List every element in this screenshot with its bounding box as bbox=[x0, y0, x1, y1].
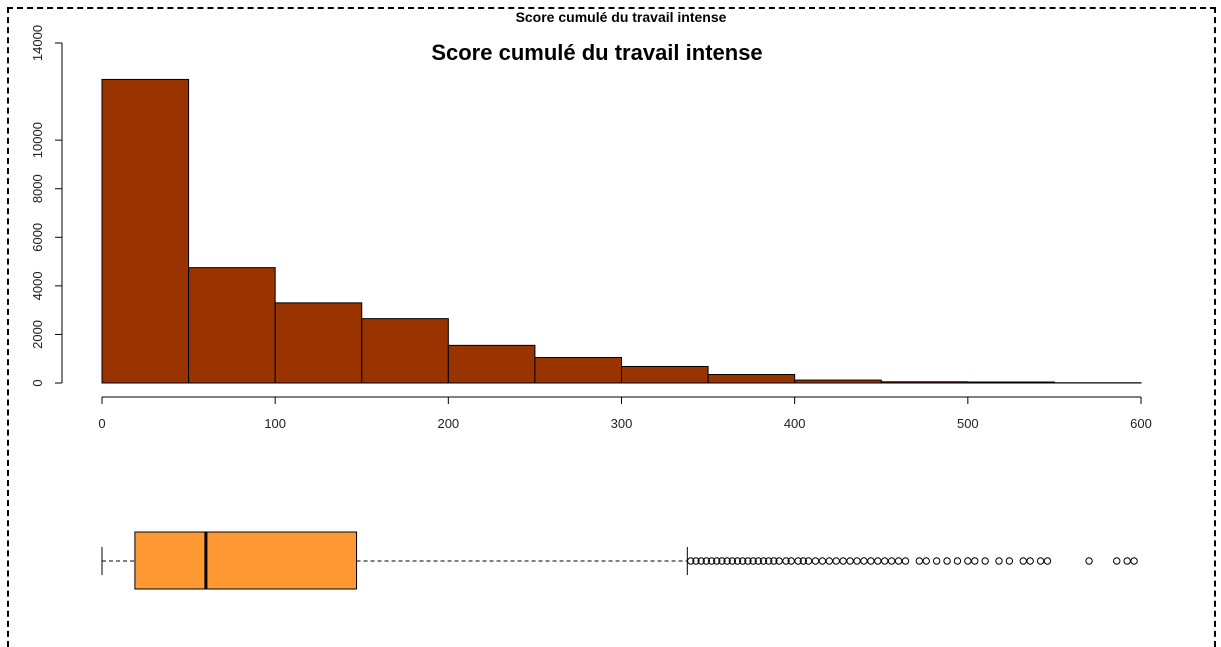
boxplot-outlier bbox=[933, 558, 939, 564]
boxplot-outlier bbox=[954, 558, 960, 564]
histogram-bar bbox=[881, 382, 968, 383]
histogram-bar bbox=[968, 382, 1055, 383]
histogram-bar bbox=[535, 358, 622, 384]
boxplot bbox=[102, 532, 1137, 589]
overlapping-title: Score cumulé du travail intense bbox=[516, 9, 727, 25]
boxplot-outlier bbox=[1006, 558, 1012, 564]
x-tick-label: 0 bbox=[98, 416, 105, 431]
boxplot-outlier bbox=[916, 558, 922, 564]
x-tick-label: 200 bbox=[437, 416, 459, 431]
boxplot-outlier bbox=[895, 558, 901, 564]
boxplot-outlier bbox=[902, 558, 908, 564]
x-tick-label: 500 bbox=[957, 416, 979, 431]
y-tick-label: 10000 bbox=[30, 122, 45, 158]
histogram-bar bbox=[622, 366, 709, 383]
y-tick-label: 0 bbox=[30, 379, 45, 386]
chart-title: Score cumulé du travail intense bbox=[431, 40, 762, 65]
histogram-bar bbox=[448, 345, 535, 383]
histogram-bar bbox=[102, 79, 189, 383]
boxplot-outlier bbox=[923, 558, 929, 564]
histogram-bar bbox=[708, 375, 795, 384]
x-tick-label: 300 bbox=[611, 416, 633, 431]
x-tick-label: 400 bbox=[784, 416, 806, 431]
y-tick-label: 14000 bbox=[30, 25, 45, 61]
boxplot-outlier bbox=[944, 558, 950, 564]
boxplot-outlier bbox=[888, 558, 894, 564]
boxplot-outlier bbox=[1114, 558, 1120, 564]
boxplot-outlier bbox=[996, 558, 1002, 564]
x-tick-label: 600 bbox=[1130, 416, 1152, 431]
boxplot-outlier bbox=[882, 558, 888, 564]
chart-canvas: Score cumulé du travail intense Score cu… bbox=[0, 0, 1221, 634]
boxplot-outlier bbox=[819, 558, 825, 564]
boxplot-outlier bbox=[1037, 558, 1043, 564]
histogram-bars bbox=[102, 79, 1141, 383]
y-tick-label: 2000 bbox=[30, 320, 45, 349]
boxplot-outlier bbox=[1027, 558, 1033, 564]
histogram-bar bbox=[275, 303, 362, 383]
boxplot-outlier bbox=[1124, 558, 1130, 564]
histogram-bar bbox=[189, 268, 276, 383]
boxplot-outlier bbox=[833, 558, 839, 564]
boxplot-outlier bbox=[972, 558, 978, 564]
boxplot-outlier bbox=[847, 558, 853, 564]
boxplot-outlier bbox=[965, 558, 971, 564]
boxplot-outlier bbox=[840, 558, 846, 564]
x-axis: 0 100 200 300 400 500 600 bbox=[98, 397, 1151, 431]
y-tick-label: 4000 bbox=[30, 271, 45, 300]
y-axis: 0 2000 4000 6000 8000 10000 14000 bbox=[30, 25, 62, 387]
boxplot-outlier bbox=[826, 558, 832, 564]
boxplot-outlier bbox=[982, 558, 988, 564]
boxplot-outlier bbox=[854, 558, 860, 564]
boxplot-outlier bbox=[1020, 558, 1026, 564]
boxplot-outlier bbox=[1131, 558, 1137, 564]
boxplot-outlier bbox=[812, 558, 818, 564]
boxplot-outlier bbox=[868, 558, 874, 564]
boxplot-outlier bbox=[875, 558, 881, 564]
y-tick-label: 8000 bbox=[30, 174, 45, 203]
histogram-bar bbox=[362, 319, 449, 383]
y-tick-label: 6000 bbox=[30, 223, 45, 252]
boxplot-outlier bbox=[861, 558, 867, 564]
boxplot-outlier bbox=[1044, 558, 1050, 564]
boxplot-box bbox=[135, 532, 357, 589]
x-tick-label: 100 bbox=[264, 416, 286, 431]
boxplot-outlier bbox=[1086, 558, 1092, 564]
histogram-bar bbox=[795, 380, 882, 383]
